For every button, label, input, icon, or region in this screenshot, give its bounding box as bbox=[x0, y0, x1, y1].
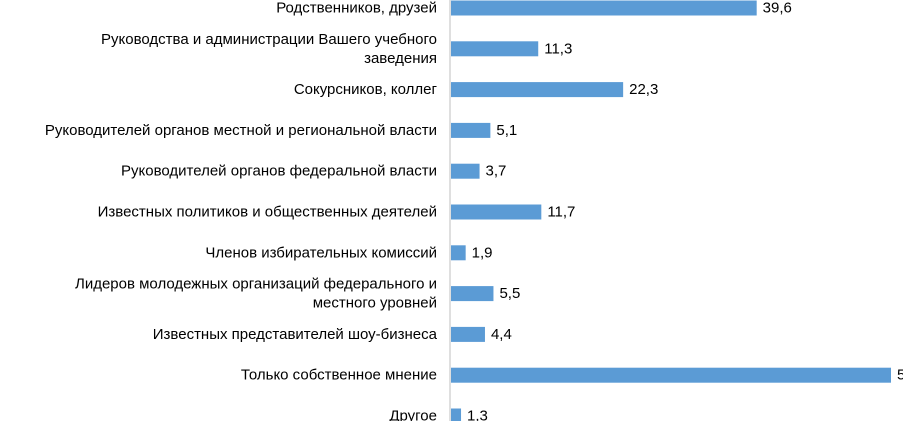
category-label: Другое bbox=[389, 408, 437, 421]
bar bbox=[451, 163, 480, 179]
value-label: 1,9 bbox=[472, 244, 493, 261]
category-label-line: местного уровней bbox=[313, 295, 437, 312]
value-label: 4,4 bbox=[491, 326, 512, 343]
value-label: 22,3 bbox=[629, 81, 658, 98]
category-label-line: Руководителей органов федеральной власти bbox=[121, 163, 437, 180]
bar bbox=[451, 367, 891, 383]
category-label: Руководства и администрации Вашего учебн… bbox=[101, 31, 437, 67]
category-label-line: Другое bbox=[389, 408, 437, 421]
value-label: 1,3 bbox=[467, 408, 488, 421]
category-label: Известных представителей шоу-бизнеса bbox=[153, 326, 438, 343]
bar bbox=[451, 204, 542, 220]
category-label: Известных политиков и общественных деяте… bbox=[98, 204, 437, 221]
category-label: Лидеров молодежных организаций федеральн… bbox=[75, 276, 437, 312]
category-label-line: заведения bbox=[364, 50, 437, 67]
category-label-line: Руководства и администрации Вашего учебн… bbox=[101, 31, 437, 48]
bar bbox=[451, 122, 491, 138]
category-label: Сокурсников, коллег bbox=[294, 81, 438, 98]
bar bbox=[451, 408, 462, 421]
category-label-line: Руководителей органов местной и регионал… bbox=[45, 122, 437, 139]
category-label: Руководителей органов местной и регионал… bbox=[45, 122, 437, 139]
bar bbox=[451, 82, 624, 98]
category-label-line: Сокурсников, коллег bbox=[294, 81, 438, 98]
value-label: 11,7 bbox=[547, 204, 575, 221]
bar bbox=[451, 326, 485, 342]
category-label-line: Известных политиков и общественных деяте… bbox=[98, 204, 437, 221]
category-label: Членов избирательных комиссий bbox=[205, 244, 437, 261]
category-label: Родственников, друзей bbox=[276, 0, 437, 17]
bar bbox=[451, 286, 494, 302]
category-label: Только собственное мнение bbox=[241, 367, 437, 384]
category-label-line: Лидеров молодежных организаций федеральн… bbox=[75, 276, 437, 293]
category-label-line: Только собственное мнение bbox=[241, 367, 437, 384]
value-label: 11,3 bbox=[544, 40, 572, 57]
bar bbox=[451, 41, 539, 57]
bar bbox=[451, 0, 757, 16]
category-label: Руководителей органов федеральной власти bbox=[121, 163, 437, 180]
value-label: 5,5 bbox=[499, 285, 520, 302]
category-labels-group: Родственников, друзей Руководства и админ… bbox=[45, 0, 438, 421]
value-label: 57,0 bbox=[897, 367, 903, 384]
bar bbox=[451, 245, 466, 261]
category-label-line: Членов избирательных комиссий bbox=[205, 244, 437, 261]
category-label-line: Известных представителей шоу-бизнеса bbox=[153, 326, 438, 343]
value-label: 3,7 bbox=[486, 163, 507, 180]
value-labels-group: 39,6 11,3 22,3 5,1 3,7 11,7 1,9 5,5 4,4 57,0 1,3 bbox=[467, 0, 903, 421]
value-label: 5,1 bbox=[496, 122, 517, 139]
bars-group bbox=[451, 0, 891, 421]
value-label: 39,6 bbox=[763, 0, 792, 17]
category-label-line: Родственников, друзей bbox=[276, 0, 437, 17]
